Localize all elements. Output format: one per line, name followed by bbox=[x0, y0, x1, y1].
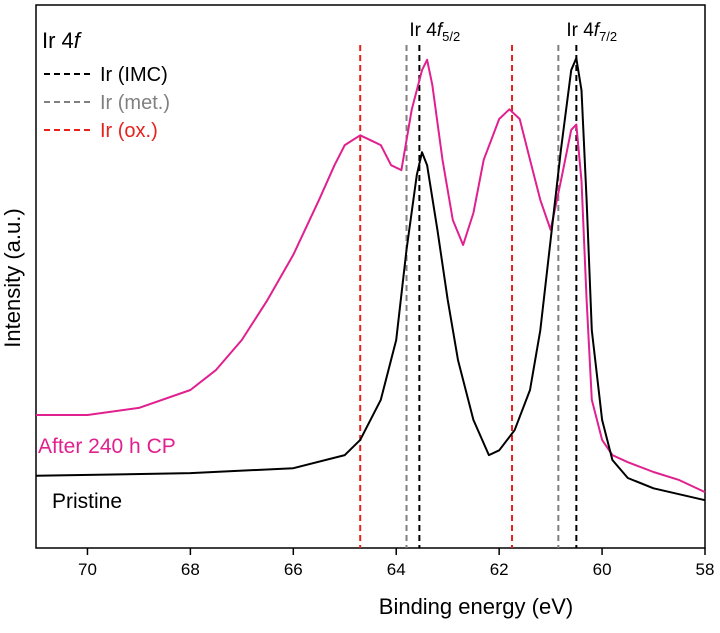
x-tick-label: 66 bbox=[284, 560, 303, 579]
peak-label-sub: 5/2 bbox=[442, 29, 460, 44]
panel-label-italic: f bbox=[74, 28, 83, 53]
peak-label-italic: f bbox=[437, 20, 444, 41]
series-label: Pristine bbox=[52, 490, 122, 513]
x-tick-label: 64 bbox=[387, 560, 406, 579]
peak-label: Ir 4f7/2 bbox=[566, 20, 617, 44]
plot-frame bbox=[35, 4, 706, 549]
y-axis-label: Intensity (a.u.) bbox=[0, 208, 25, 347]
legend-label: Ir (ox.) bbox=[100, 120, 158, 142]
x-tick-label: 68 bbox=[181, 560, 200, 579]
legend-label: Ir (IMC) bbox=[100, 64, 168, 86]
panel-label: Ir 4f bbox=[42, 28, 83, 53]
x-tick-label: 70 bbox=[78, 560, 97, 579]
peak-label-text: Ir 4 bbox=[566, 20, 594, 41]
peak-label-text: Ir 4 bbox=[409, 20, 437, 41]
x-tick-label: 60 bbox=[593, 560, 612, 579]
peak-label-italic: f bbox=[594, 20, 601, 41]
series-line bbox=[36, 58, 706, 494]
panel-label-text: Ir 4 bbox=[42, 28, 74, 53]
x-axis-label: Binding energy (eV) bbox=[379, 594, 573, 619]
peak-label: Ir 4f5/2 bbox=[409, 20, 460, 44]
x-tick-label: 58 bbox=[696, 560, 715, 579]
legend-label: Ir (met.) bbox=[100, 92, 170, 114]
series-line bbox=[35, 57, 706, 502]
peak-label-sub: 7/2 bbox=[599, 29, 617, 44]
x-tick-label: 62 bbox=[490, 560, 509, 579]
series-label: After 240 h CP bbox=[38, 435, 176, 458]
